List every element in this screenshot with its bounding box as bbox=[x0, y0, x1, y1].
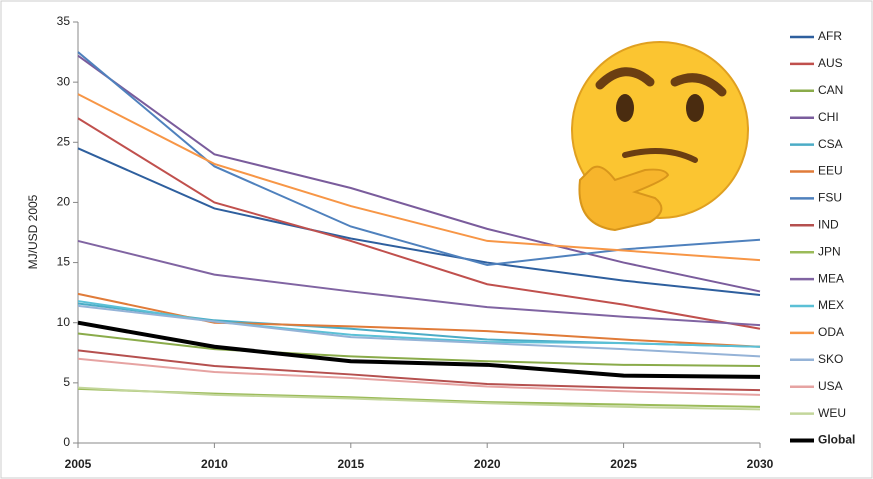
legend-label: WEU bbox=[818, 406, 846, 420]
x-tick-label: 2010 bbox=[201, 457, 228, 471]
legend-label: JPN bbox=[818, 244, 841, 258]
y-axis-label: MJ/USD 2005 bbox=[26, 194, 40, 269]
series-line bbox=[77, 386, 761, 411]
legend-label: CSA bbox=[818, 137, 843, 151]
legend-label: FSU bbox=[818, 191, 842, 205]
y-tick-label: 15 bbox=[57, 255, 71, 269]
legend-label: AUS bbox=[818, 56, 843, 70]
series-line bbox=[77, 332, 761, 368]
legend-label: IND bbox=[818, 217, 839, 231]
y-tick-label: 5 bbox=[63, 375, 70, 389]
y-tick-label: 10 bbox=[57, 315, 71, 329]
legend-label: CAN bbox=[818, 83, 843, 97]
legend-label: USA bbox=[818, 379, 843, 393]
y-tick-label: 0 bbox=[63, 435, 70, 449]
series-line bbox=[77, 304, 761, 358]
y-tick-label: 20 bbox=[57, 195, 71, 209]
x-tick-label: 2005 bbox=[65, 457, 92, 471]
series-line bbox=[77, 51, 761, 266]
legend-label: CHI bbox=[818, 110, 839, 124]
legend-label: MEX bbox=[818, 298, 844, 312]
y-tick-label: 25 bbox=[57, 134, 71, 148]
series-line bbox=[77, 349, 761, 392]
series-line bbox=[77, 117, 761, 330]
series-line bbox=[77, 320, 761, 379]
emoji bbox=[571, 41, 749, 232]
series-line bbox=[77, 357, 761, 396]
series-line bbox=[77, 54, 761, 293]
x-tick-label: 2015 bbox=[337, 457, 364, 471]
legend-label: SKO bbox=[818, 352, 843, 366]
y-tick-label: 30 bbox=[57, 74, 71, 88]
legend-label: AFR bbox=[818, 29, 842, 43]
legend-label: MEA bbox=[818, 271, 844, 285]
y-tick-label: 35 bbox=[57, 14, 71, 28]
x-tick-label: 2030 bbox=[747, 457, 774, 471]
legend-label: Global bbox=[818, 433, 855, 447]
legend-label: ODA bbox=[818, 325, 844, 339]
x-tick-label: 2025 bbox=[610, 457, 637, 471]
series-line bbox=[77, 147, 761, 297]
legend-label: EEU bbox=[818, 164, 843, 178]
series-line bbox=[77, 93, 761, 262]
x-tick-label: 2020 bbox=[474, 457, 501, 471]
series-line bbox=[77, 239, 761, 327]
